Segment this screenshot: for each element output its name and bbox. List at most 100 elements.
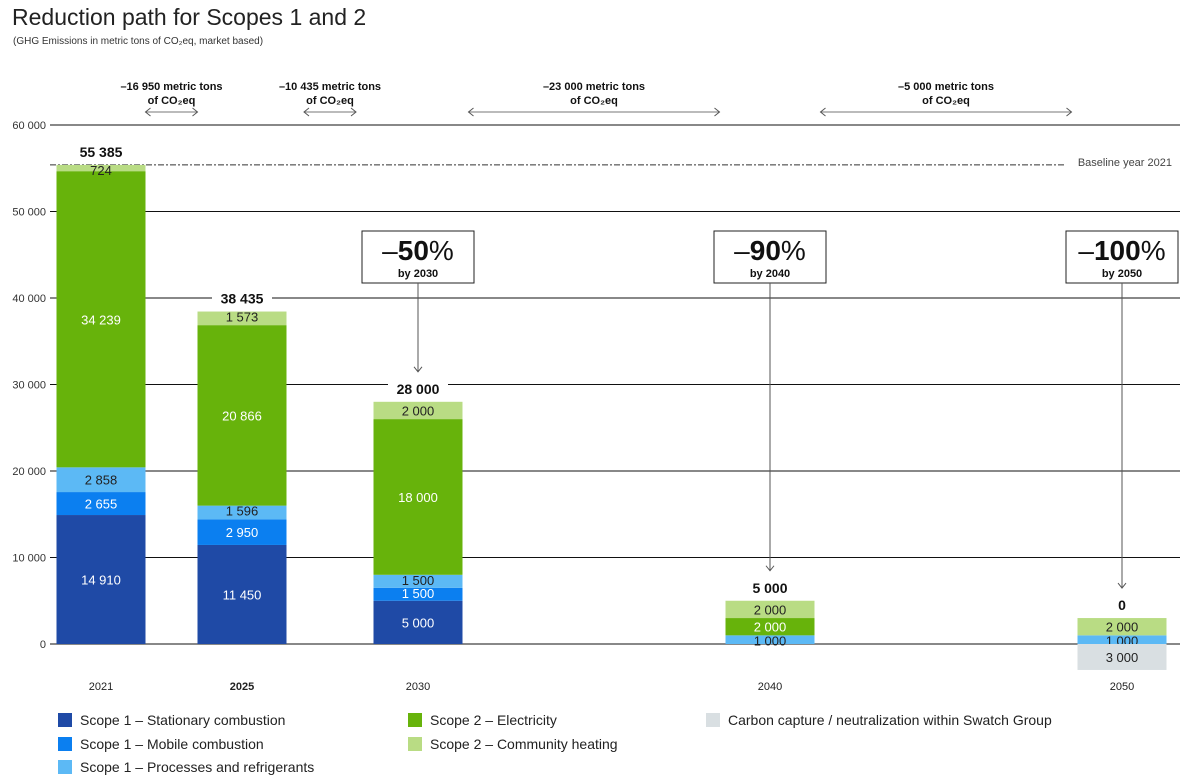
- y-tick-label: 0: [40, 639, 46, 651]
- legend-label: Carbon capture / neutralization within S…: [728, 712, 1052, 728]
- legend-label: Scope 1 – Mobile combustion: [80, 736, 264, 752]
- data-label: 2 000: [1106, 620, 1139, 635]
- total-label-bg: [740, 579, 800, 596]
- bar-segment: [56, 171, 146, 468]
- bar-segment: [56, 492, 146, 516]
- total-label: 55 385: [80, 144, 123, 160]
- bar-segment: [56, 164, 146, 172]
- y-tick-label: 10 000: [12, 553, 46, 565]
- reduction-label: of CO₂eq: [922, 95, 970, 107]
- legend-swatch: [58, 760, 72, 774]
- bar-segment: [56, 515, 146, 644]
- arrow-head-icon: [467, 107, 721, 117]
- y-tick-label: 60 000: [12, 120, 46, 132]
- y-tick-label: 40 000: [12, 293, 46, 305]
- bar-segment: [56, 467, 146, 493]
- legend-label: Scope 2 – Community heating: [430, 736, 618, 752]
- data-label: 1 573: [226, 310, 259, 325]
- total-label: 38 435: [221, 291, 264, 307]
- total-label: 5 000: [752, 580, 787, 596]
- chart-title: Reduction path for Scopes 1 and 2: [12, 4, 367, 30]
- target-value-part: 90: [750, 235, 781, 266]
- legend-item: Scope 2 – Electricity: [408, 712, 557, 728]
- y-tick-label: 50 000: [12, 207, 46, 219]
- target-value-part: %: [429, 235, 454, 266]
- legend-item: Carbon capture / neutralization within S…: [706, 712, 1052, 728]
- arrow-down-icon: [413, 366, 423, 373]
- target-value-part: %: [1141, 235, 1166, 266]
- x-tick-label: 2025: [230, 681, 254, 693]
- data-label: 1 500: [402, 586, 435, 601]
- target-value-part: 50: [398, 235, 429, 266]
- target-box: [713, 230, 827, 284]
- total-label-bg: [212, 290, 272, 307]
- bar-segment: [373, 587, 463, 601]
- bar-segment: [725, 635, 815, 644]
- total-label-bg: [388, 380, 448, 397]
- target-value-part: –: [1078, 235, 1094, 266]
- bar-segment: [197, 325, 287, 506]
- target-value-part: –: [734, 235, 750, 266]
- baseline-label: Baseline year 2021: [1078, 157, 1172, 169]
- target-by-label: by 2040: [750, 268, 790, 280]
- total-label-bg: [1092, 597, 1152, 614]
- reduction-label: –16 950 metric tons: [120, 81, 222, 93]
- target-by-label: by 2030: [398, 268, 438, 280]
- data-label: 1 596: [226, 504, 259, 519]
- target-value: –90%: [734, 235, 806, 266]
- legend-label: Scope 1 – Stationary combustion: [80, 712, 286, 728]
- data-label: 2 000: [754, 620, 787, 635]
- bar-segment: [197, 505, 287, 520]
- bar-segment: [373, 401, 463, 420]
- target-value: –100%: [1078, 235, 1165, 266]
- legend-item: Scope 1 – Mobile combustion: [58, 736, 264, 752]
- bar-segment: [197, 311, 287, 326]
- x-tick-label: 2021: [89, 681, 113, 693]
- bar-segment: [1077, 644, 1167, 670]
- legend-swatch: [706, 713, 720, 727]
- arrow-head-icon: [819, 107, 1073, 117]
- bar-segment: [725, 618, 815, 636]
- bar-segment: [197, 544, 287, 644]
- bar-segment: [1077, 618, 1167, 636]
- y-tick-label: 20 000: [12, 466, 46, 478]
- reduction-label: of CO₂eq: [570, 95, 618, 107]
- arrow-head-icon: [303, 107, 357, 117]
- data-label: 11 450: [223, 587, 262, 602]
- bar-segment: [373, 574, 463, 588]
- data-label: 20 866: [222, 408, 262, 423]
- bar-segment: [373, 600, 463, 644]
- bar-segment: [197, 519, 287, 545]
- arrow-head-icon: [144, 107, 199, 117]
- data-label: 1 500: [402, 573, 435, 588]
- data-label: 2 655: [85, 497, 118, 512]
- bar-segment: [1077, 635, 1167, 644]
- reduction-label: –23 000 metric tons: [543, 81, 645, 93]
- legend-item: Scope 1 – Stationary combustion: [58, 712, 285, 728]
- x-tick-label: 2030: [406, 681, 430, 693]
- target-value-part: 100: [1094, 235, 1141, 266]
- y-tick-label: 30 000: [12, 380, 46, 392]
- chart-subtitle: (GHG Emissions in metric tons of CO₂eq, …: [13, 36, 264, 47]
- data-label: 34 239: [81, 312, 121, 327]
- legend-swatch: [58, 713, 72, 727]
- data-label: 2 950: [226, 525, 259, 540]
- target-value: –50%: [382, 235, 454, 266]
- legend-item: Scope 1 – Processes and refrigerants: [58, 759, 314, 775]
- legend-label: Scope 2 – Electricity: [430, 712, 557, 728]
- target-value-part: %: [781, 235, 806, 266]
- x-tick-label: 2040: [758, 681, 782, 693]
- data-label: 18 000: [398, 490, 438, 505]
- reduction-label: of CO₂eq: [148, 95, 196, 107]
- total-label: 28 000: [397, 381, 440, 397]
- reduction-label: of CO₂eq: [306, 95, 354, 107]
- reduction-label: –5 000 metric tons: [898, 81, 994, 93]
- x-tick-label: 2050: [1110, 681, 1134, 693]
- legend-swatch: [58, 737, 72, 751]
- data-label: 2 858: [85, 473, 118, 488]
- bar-segment: [373, 419, 463, 575]
- data-label: 5 000: [402, 615, 435, 630]
- target-value-part: –: [382, 235, 398, 266]
- legend-item: Scope 2 – Community heating: [408, 736, 618, 752]
